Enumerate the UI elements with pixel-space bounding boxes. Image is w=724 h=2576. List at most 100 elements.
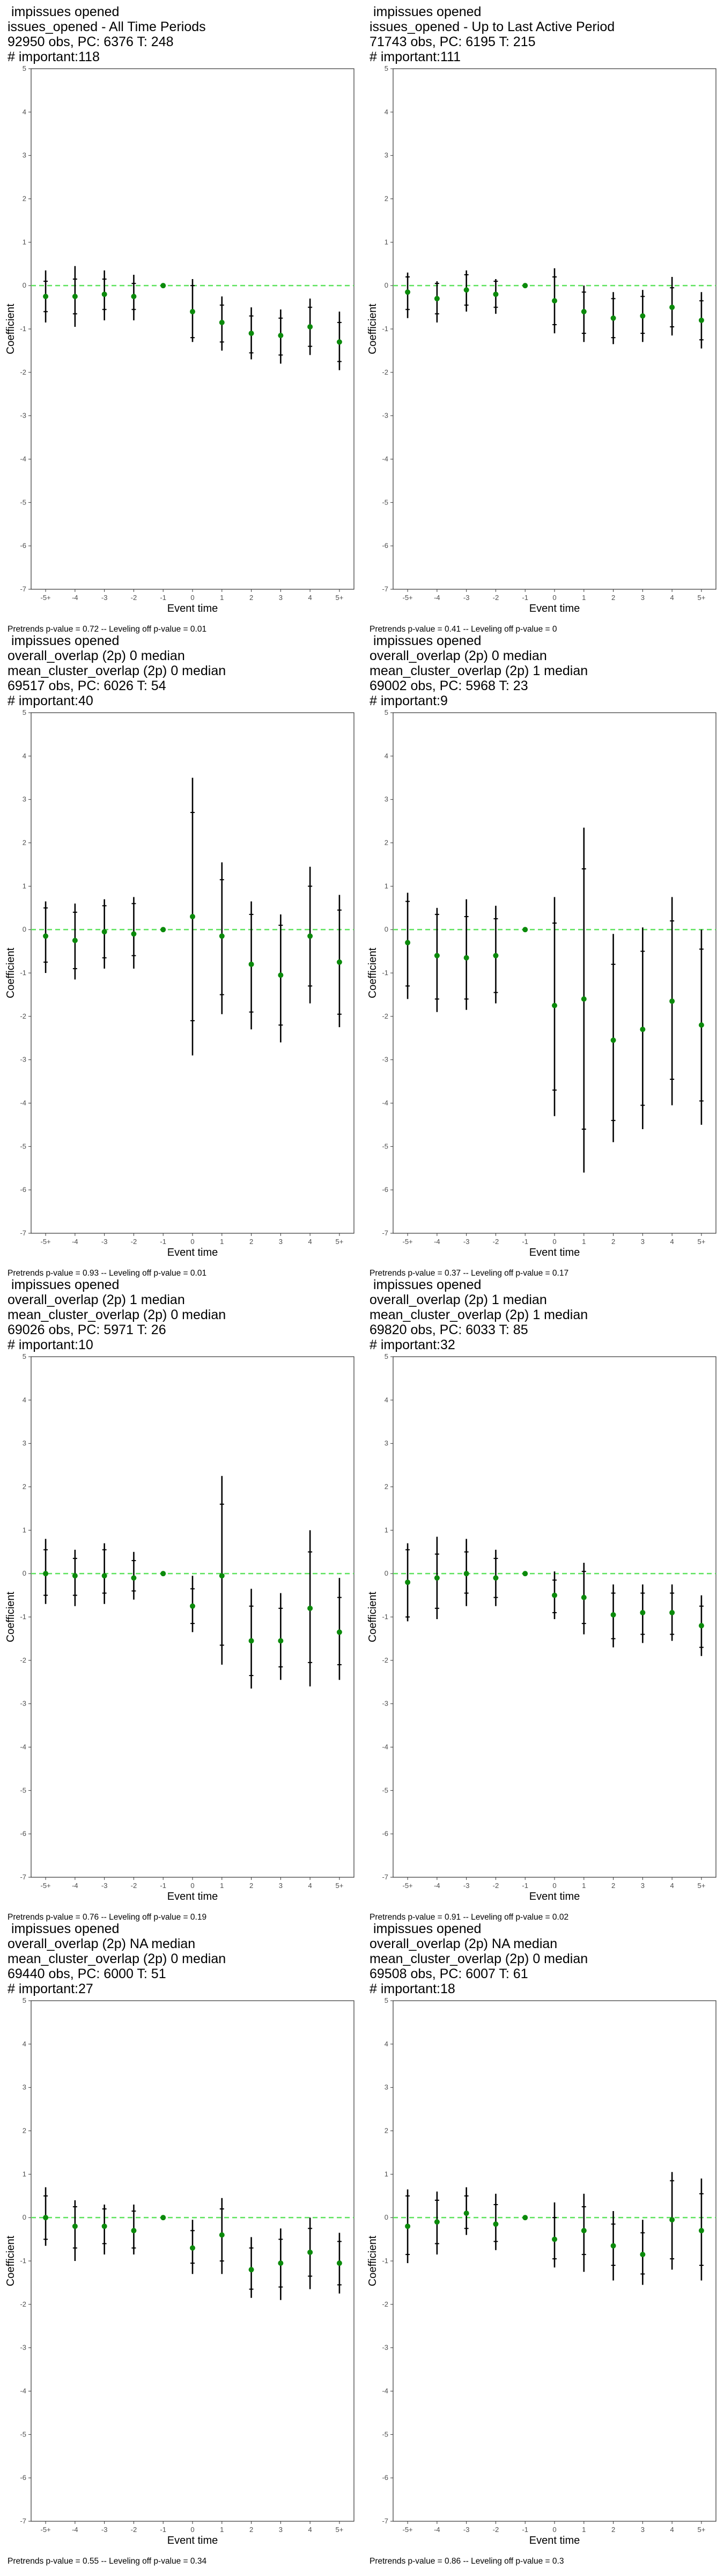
y-tick-label: 1 [385,882,388,890]
data-point [552,1592,557,1598]
y-tick-label: 2 [385,1483,388,1491]
x-tick-label: -2 [493,1882,499,1890]
y-tick-label: 3 [23,2083,26,2091]
chart-svg: 5 4 3 2 1 0 -1 -2 -3 -4 -5 -6 -7 Coefficient -5+ -4 -3 -2… [5,1352,354,1902]
y-tick-label: 1 [385,2170,388,2178]
y-tick-label: -6 [382,1185,388,1194]
x-tick-label: 5+ [697,2526,705,2534]
y-tick-label: -4 [20,2387,26,2395]
data-point [669,1609,675,1615]
y-axis-label: Coefficient [5,303,17,354]
data-point [581,1594,587,1600]
y-tick-label: 5 [385,64,388,72]
x-tick-label: 1 [582,1882,586,1890]
chart-title-line: impissues opened [8,4,120,19]
y-tick-label: 4 [23,108,26,116]
y-tick-label: 0 [23,281,26,289]
y-tick-label: -4 [382,1099,388,1107]
y-tick-label: -1 [382,2257,388,2265]
x-tick-label: -5+ [403,1238,413,1246]
y-tick-label: 0 [385,1569,388,1577]
x-tick-label: 4 [308,1238,312,1246]
chart-title-line: # important:40 [8,693,93,708]
chart-title-line: overall_overlap (2p) NA median [370,1936,558,1951]
data-point [43,1571,49,1577]
chart-title-line: # important:9 [370,693,448,708]
x-tick-label: 2 [249,1882,253,1890]
y-tick-label: 4 [385,108,388,116]
x-tick-label: 4 [670,2526,674,2534]
data-point [131,1575,137,1581]
y-tick-label: -2 [382,1012,388,1020]
x-tick-label: 0 [190,1238,194,1246]
data-point [698,1022,704,1028]
x-tick-label: -5+ [403,594,413,602]
chart-footer: Pretrends p-value = 0.72 -- Leveling off… [8,625,207,634]
data-point [160,283,166,289]
data-point [522,2215,528,2221]
y-tick-label: 2 [23,839,26,847]
chart-title-line: # important:32 [370,1337,455,1352]
chart-footer: Pretrends p-value = 0.86 -- Leveling off… [370,2557,564,2566]
chart-title-line: mean_cluster_overlap (2p) 0 median [370,1951,588,1966]
x-tick-label: 0 [552,594,556,602]
y-tick-label: -2 [20,1656,26,1664]
y-tick-label: 2 [385,195,388,203]
data-point [640,1609,646,1615]
x-tick-label: -2 [131,1882,137,1890]
x-tick-label: 5+ [335,1238,343,1246]
y-tick-label: -1 [382,969,388,977]
y-tick-label: 5 [23,708,26,716]
y-tick-label: -6 [20,1185,26,1194]
data-point [219,319,225,325]
y-tick-label: -1 [382,325,388,333]
y-tick-label: -6 [382,1829,388,1838]
data-point [219,933,225,939]
data-point [101,1573,107,1579]
y-tick-label: 0 [385,2213,388,2221]
y-tick-label: -5 [382,1142,388,1150]
chart-panel: impissues opened overall_overlap (2p) NA … [0,1921,362,2576]
y-axis-label: Coefficient [5,1591,17,1642]
x-tick-label: -3 [101,1882,108,1890]
y-tick-label: -4 [382,2387,388,2395]
chart-title-line: 92950 obs, PC: 6376 T: 248 [8,34,174,49]
x-tick-label: 0 [552,1882,556,1890]
data-point [610,1037,616,1043]
y-tick-label: -7 [382,1873,388,1881]
data-point [278,2260,284,2266]
x-tick-label: 5+ [335,1882,343,1890]
data-point [610,315,616,321]
x-tick-label: 4 [670,594,674,602]
x-axis-label: Event time [529,603,580,614]
data-point [336,1629,342,1635]
y-axis-label: Coefficient [5,2235,17,2286]
data-point [640,1027,646,1033]
y-axis-label: Coefficient [367,303,379,354]
y-tick-label: -2 [382,2300,388,2308]
x-tick-label: 2 [611,1882,615,1890]
chart-title-line: overall_overlap (2p) 1 median [8,1292,185,1307]
x-tick-label: -1 [160,1238,166,1246]
x-axis-label: Event time [167,1247,218,1258]
chart-title-line: 69508 obs, PC: 6007 T: 61 [370,1966,528,1981]
x-tick-label: -5+ [403,1882,413,1890]
x-axis-label: Event time [529,1247,580,1258]
x-tick-label: 0 [190,2526,194,2534]
chart-footer: Pretrends p-value = 0.91 -- Leveling off… [370,1913,569,1922]
x-tick-label: -4 [72,594,78,602]
y-tick-label: -5 [20,498,26,506]
y-tick-label: -1 [20,325,26,333]
chart-panel: impissues opened overall_overlap (2p) 1 m… [0,1277,362,1932]
y-tick-label: 0 [23,1569,26,1577]
y-tick-label: 4 [385,752,388,760]
data-point [307,1605,313,1611]
data-point [581,2228,587,2234]
data-point [552,2236,557,2242]
data-point [160,2215,166,2221]
x-axis-label: Event time [167,603,218,614]
chart-title-line: overall_overlap (2p) 0 median [8,648,185,663]
y-tick-label: 4 [23,2040,26,2048]
x-tick-label: 2 [249,1238,253,1246]
chart-title-line: 69820 obs, PC: 6033 T: 85 [370,1322,528,1337]
